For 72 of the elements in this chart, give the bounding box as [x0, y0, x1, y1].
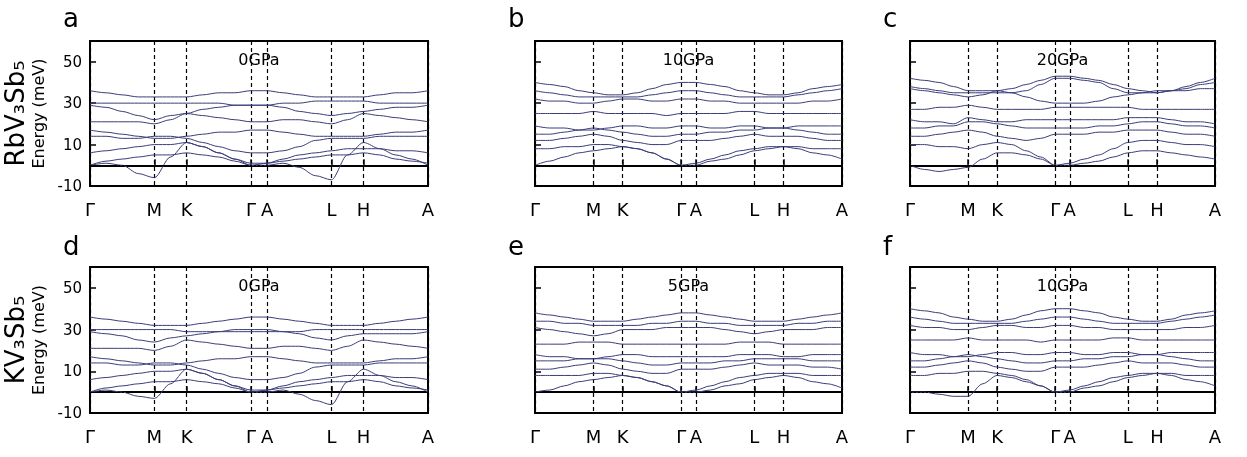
x-tick-label: A: [260, 425, 274, 447]
annotation: 10GPa: [1036, 275, 1089, 295]
y-tick-label: -10: [57, 404, 82, 422]
x-tick-label: L: [1122, 425, 1133, 447]
text: RbV₃Sb₅: [0, 60, 30, 167]
x-tick-label: A: [260, 198, 274, 220]
y-tick-label: 30: [62, 94, 82, 113]
x-tick-label: H: [1150, 198, 1164, 220]
x-tick-label: K: [180, 425, 194, 447]
annotation: 10GPa: [662, 49, 715, 69]
x-tick-label: K: [991, 425, 1005, 447]
annotation: 5GPa: [667, 275, 710, 295]
x-tick-label: M: [585, 425, 602, 447]
x-tick-label: M: [585, 198, 602, 220]
x-tick-label: A: [835, 425, 849, 447]
x-tick-label: A: [1208, 425, 1222, 447]
chart-title: c: [883, 3, 898, 33]
chart-title: f: [883, 231, 893, 261]
y-tick-label: 50: [62, 278, 82, 297]
x-tick-label: A: [1063, 425, 1077, 447]
x-tick-label: Γ: [84, 198, 96, 220]
x-tick-label: Γ: [676, 198, 687, 220]
x-tick-label: K: [991, 198, 1005, 220]
x-tick-label: A: [1208, 198, 1222, 220]
x-tick-label: Γ: [1050, 425, 1061, 447]
y-axis-title: Energy (meV): [29, 58, 49, 169]
x-tick-label: Γ: [904, 198, 916, 220]
x-tick-label: Γ: [245, 425, 256, 447]
annotation: 0GPa: [238, 275, 280, 295]
x-tick-label: L: [326, 198, 337, 220]
x-tick-label: L: [749, 425, 760, 447]
annotation: 0GPa: [238, 49, 280, 69]
x-tick-label: M: [146, 198, 163, 220]
x-tick-label: Γ: [676, 425, 687, 447]
x-tick-label: Γ: [529, 425, 541, 447]
x-tick-label: A: [689, 198, 703, 220]
x-tick-label: Γ: [84, 425, 96, 447]
y-tick-label: 10: [62, 362, 82, 381]
x-tick-label: M: [146, 425, 163, 447]
x-tick-label: A: [421, 198, 435, 220]
x-tick-label: M: [960, 198, 976, 220]
y-tick-label: 50: [62, 52, 82, 71]
x-tick-label: A: [1063, 198, 1077, 220]
chart-title: b: [508, 3, 525, 33]
x-tick-label: A: [689, 425, 703, 447]
chart-title: e: [508, 231, 524, 261]
annotation: 20GPa: [1036, 49, 1089, 69]
x-tick-label: H: [1150, 425, 1164, 447]
x-tick-label: Γ: [245, 198, 256, 220]
x-tick-label: K: [616, 425, 630, 447]
x-tick-label: Γ: [1050, 198, 1061, 220]
y-tick-label: 10: [62, 135, 82, 154]
text: KV₃Sb₅: [0, 295, 30, 385]
x-tick-label: L: [749, 198, 760, 220]
x-tick-label: K: [616, 198, 630, 220]
x-tick-label: H: [776, 425, 791, 447]
x-tick-label: H: [776, 198, 791, 220]
x-tick-label: Γ: [904, 425, 916, 447]
y-tick-label: -10: [57, 177, 82, 195]
y-axis-title: Energy (meV): [29, 285, 49, 395]
x-tick-label: H: [356, 425, 371, 447]
x-tick-label: L: [326, 425, 337, 447]
x-tick-label: M: [960, 425, 976, 447]
x-tick-label: K: [180, 198, 194, 220]
x-tick-label: Γ: [529, 198, 541, 220]
chart-title: a: [63, 3, 79, 33]
x-tick-label: H: [356, 198, 371, 220]
x-tick-label: L: [1122, 198, 1133, 220]
y-tick-label: 30: [62, 320, 82, 339]
x-tick-label: A: [421, 425, 435, 447]
chart-title: d: [63, 231, 80, 261]
x-tick-label: A: [835, 198, 849, 220]
